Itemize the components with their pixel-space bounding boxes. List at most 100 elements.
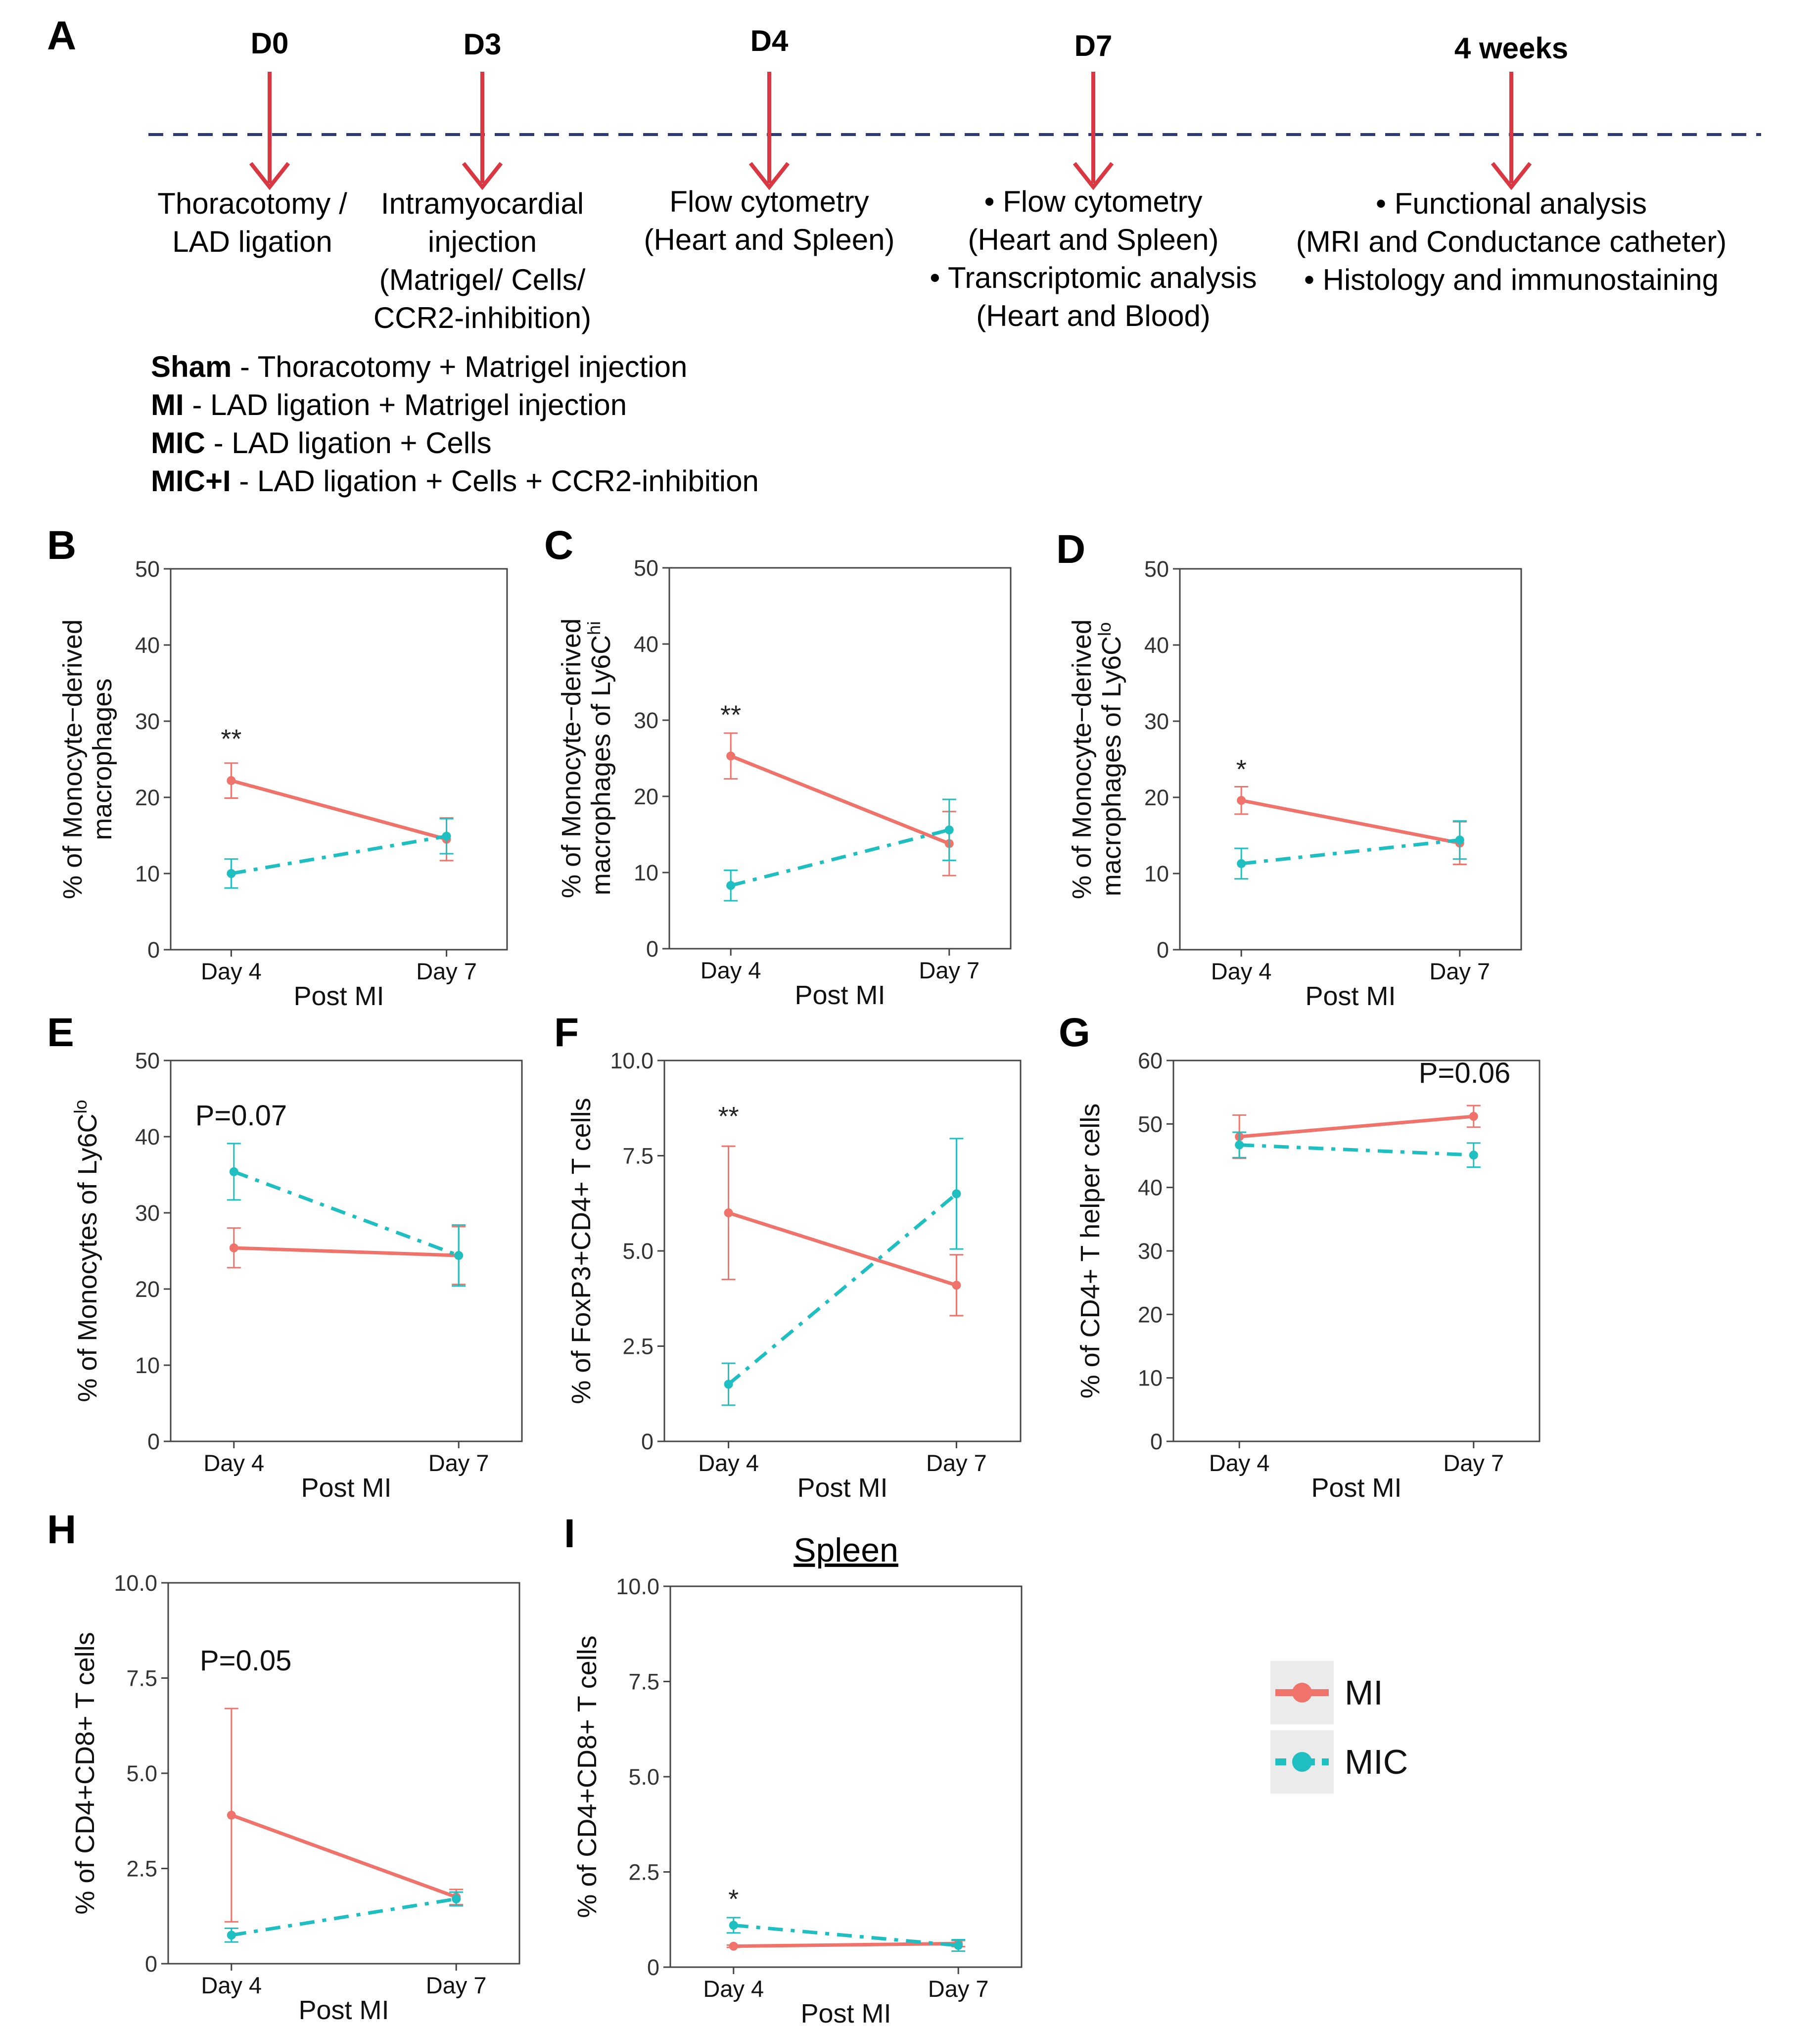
data-point [227, 869, 236, 878]
series-line [728, 1211, 957, 1287]
significance-annotation: ** [221, 724, 241, 754]
x-tick-label: Day 7 [1443, 1450, 1504, 1476]
x-tick-label: Day 4 [203, 1450, 264, 1476]
plot-frame [669, 1585, 1023, 1968]
series-mic [721, 1138, 964, 1406]
y-axis-title-superscript: lo [70, 1100, 91, 1113]
y-tick-label: 0 [1150, 1429, 1163, 1454]
timeline-arrow-head [748, 162, 790, 190]
chart-title: Spleen [793, 1531, 898, 1569]
group-line: MIC+I - LAD ligation + Cells + CCR2-inhi… [151, 464, 759, 498]
group-name: Sham [151, 350, 232, 383]
y-tick-label: 0 [145, 1951, 157, 1977]
y-tick-label: 60 [1138, 1048, 1163, 1073]
data-point [724, 1208, 733, 1217]
data-point [227, 1931, 236, 1940]
plot-frame [167, 1582, 520, 1965]
series-mi [1232, 1105, 1481, 1159]
panel-label: H [47, 1507, 76, 1552]
y-tick-label: 50 [135, 1048, 160, 1073]
timeline-days: D0 Thoracotomy / LAD ligation D3 Intramyocar… [157, 24, 1727, 334]
series-line [231, 779, 447, 841]
legend: MI MIC [1270, 1661, 1408, 1794]
legend-label-mi: MI [1345, 1673, 1383, 1712]
x-tick-label: Day 7 [1429, 958, 1490, 984]
y-tick-label: 10.0 [114, 1570, 157, 1596]
x-axis-title: Post MI [301, 1473, 391, 1503]
y-axis-title-text: macrophages [88, 678, 117, 840]
legend-key-mic-point [1292, 1752, 1312, 1772]
timeline-day-label: D3 [464, 28, 502, 61]
y-tick-label: 2.5 [628, 1860, 659, 1885]
series-mic [227, 1143, 466, 1287]
significance-annotation: P=0.07 [195, 1100, 287, 1132]
panel-label: D [1056, 527, 1085, 572]
group-line: Sham - Thoracotomy + Matrigel injection [151, 350, 687, 383]
y-axis-title: macrophages [88, 678, 117, 840]
x-tick-label: Day 7 [928, 1976, 989, 2002]
significance-annotation: P=0.05 [200, 1645, 291, 1677]
significance-annotation: * [728, 1885, 739, 1914]
panel-label: F [554, 1010, 579, 1055]
group-name: MI [151, 388, 184, 421]
y-tick-label: 10 [1138, 1366, 1163, 1391]
y-axis-title: % of Monocyte−derived [1067, 619, 1097, 899]
series-mic [224, 1891, 464, 1943]
x-axis-title: Post MI [800, 1999, 891, 2028]
x-tick-label: Day 4 [201, 958, 262, 984]
y-tick-label: 2.5 [126, 1856, 157, 1882]
y-tick-label: 40 [1144, 633, 1169, 658]
series-mic [726, 1917, 966, 1952]
plot-frame [1172, 1060, 1540, 1442]
y-tick-label: 2.5 [622, 1334, 653, 1359]
y-tick-label: 0 [641, 1429, 653, 1454]
y-tick-label: 40 [135, 633, 160, 658]
x-axis-title: Post MI [298, 1995, 389, 2025]
data-point [944, 825, 954, 834]
series-mi [721, 1145, 964, 1317]
plot-frame [668, 567, 1012, 950]
charts: B 0 10 20 30 40 50 Day 4 Day 7 Post MI % of Monocy… [47, 523, 1540, 2028]
data-point [454, 1251, 464, 1260]
y-tick-label: 0 [147, 937, 160, 963]
chart-panel-i: I 0 2.5 5.0 7.5 10.0 Day 4 Day 7 Post MI % of CD4… [564, 1511, 1023, 2028]
group-description: - LAD ligation + Cells + CCR2-inhibition [231, 464, 759, 498]
series-line [1241, 838, 1460, 866]
y-axis-title-text: % of Monocytes of Ly6C [73, 1113, 102, 1402]
panel-label: B [47, 523, 76, 568]
y-tick-label: 10 [135, 1353, 160, 1378]
y-tick-label: 30 [135, 709, 160, 734]
significance-annotation: ** [720, 700, 741, 730]
y-tick-label: 10 [1144, 861, 1169, 886]
data-point [954, 1941, 963, 1950]
data-point [1235, 1140, 1244, 1150]
x-tick-label: Day 7 [919, 957, 980, 983]
series-line [730, 828, 950, 887]
significance-annotation: * [1236, 755, 1247, 784]
y-tick-label: 20 [1138, 1302, 1163, 1327]
timeline-arrow-head [462, 162, 503, 190]
plot-frame [170, 568, 508, 951]
y-tick-label: 40 [634, 632, 658, 657]
y-tick-label: 5.0 [628, 1764, 659, 1790]
series-line [231, 1813, 457, 1899]
data-point [227, 1810, 236, 1820]
timeline-day-label: D0 [251, 27, 289, 60]
x-axis-title: Post MI [1311, 1473, 1401, 1503]
y-tick-label: 50 [1138, 1111, 1163, 1137]
y-tick-label: 30 [1144, 709, 1169, 734]
y-tick-label: 20 [1144, 785, 1169, 810]
timeline-description-line: Thoracotomy / [157, 187, 347, 220]
y-axis-title-text: % of Monocyte−derived [58, 619, 88, 899]
series-mic [724, 798, 956, 902]
panel-label-a: A [47, 13, 76, 58]
y-tick-label: 10.0 [616, 1574, 659, 1599]
chart-panel-h: H 0 2.5 5.0 7.5 10.0 Day 4 Day 7 Post MI % of CD4… [47, 1507, 520, 2025]
y-axis-title-superscript: lo [1094, 622, 1115, 636]
x-axis-title: Post MI [797, 1473, 887, 1503]
y-tick-label: 40 [1138, 1175, 1163, 1200]
significance-annotation: ** [718, 1102, 739, 1131]
y-tick-label: 5.0 [622, 1239, 653, 1264]
y-axis-title: % of Monocyte−derived [557, 618, 586, 898]
timeline-description-line: (Heart and Spleen) [644, 223, 895, 256]
